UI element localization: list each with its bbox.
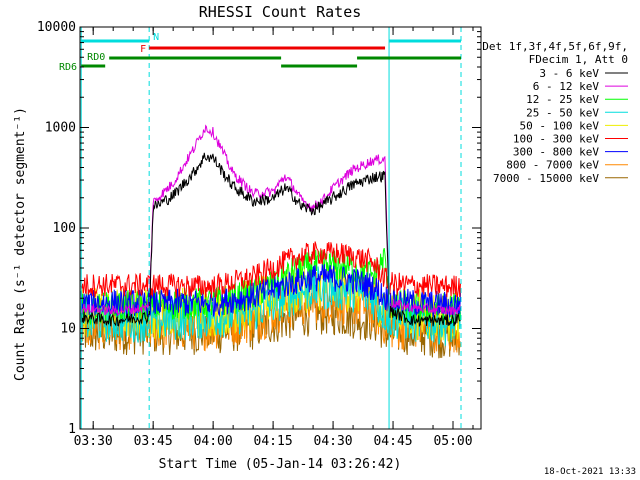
legend-entry-7: 800 - 7000 keV [506, 159, 599, 172]
y-axis: 1 10 100 1000 10000 [37, 20, 481, 437]
x-tick-label-3: 04:15 [254, 434, 293, 449]
series-line-300-800-kev [80, 264, 461, 318]
timestamp: 18-Oct-2021 13:33 [544, 467, 636, 477]
legend-entry-1: 6 - 12 keV [533, 80, 600, 93]
chart-title: RHESSI Count Rates [199, 3, 362, 21]
legend-entry-4: 50 - 100 keV [520, 119, 600, 132]
x-tick-label-6: 05:00 [433, 434, 472, 449]
y-tick-label-4: 10000 [37, 20, 76, 35]
x-tick-label-4: 04:30 [314, 434, 353, 449]
legend-entry-0: 3 - 6 keV [539, 67, 599, 80]
legend-entry-6: 300 - 800 keV [513, 146, 599, 159]
flag-bars: NF RD0 RD6 [59, 32, 462, 73]
series-line-100-300-kev [80, 241, 461, 299]
legend-header-line-2: FDecim 1, Att 0 [529, 53, 628, 66]
x-axis-label: Start Time (05-Jan-14 03:26:42) [159, 457, 402, 472]
legend-entry-8: 7000 - 15000 keV [493, 172, 599, 185]
flag-label-rd0: RD0 [87, 52, 105, 63]
x-tick-label-2: 04:00 [194, 434, 233, 449]
flag-label-rd6: RD6 [59, 62, 77, 73]
legend: Det 1f,3f,4f,5f,6f,9f, FDecim 1, Att 0 3… [482, 40, 628, 185]
y-tick-label-1: 10 [60, 322, 76, 337]
legend-header-line-1: Det 1f,3f,4f,5f,6f,9f, [482, 40, 628, 53]
series-line-3-6-kev [80, 152, 461, 328]
plot-frame [79, 26, 482, 430]
y-tick-label-2: 100 [53, 221, 76, 236]
legend-entry-2: 12 - 25 keV [526, 93, 599, 106]
x-tick-label-0: 03:30 [74, 434, 113, 449]
y-tick-label-3: 1000 [45, 121, 76, 136]
y-axis-label: Count Rate (s⁻¹ detector segment⁻¹) [13, 107, 28, 381]
vertical-markers [80, 27, 462, 429]
flag-label-f: F [140, 44, 146, 55]
x-tick-label-5: 04:45 [373, 434, 412, 449]
x-axis: 03:30 03:45 04:00 04:15 04:30 04:45 05:00 [74, 27, 474, 449]
x-tick-label-1: 03:45 [134, 434, 173, 449]
legend-entry-3: 25 - 50 keV [526, 106, 599, 119]
legend-entry-5: 100 - 300 keV [513, 133, 599, 146]
flag-label-n: N [153, 32, 159, 43]
y-tick-label-0: 1 [68, 422, 76, 437]
series-line-6-12-kev [80, 124, 461, 317]
series-layer [80, 124, 461, 359]
